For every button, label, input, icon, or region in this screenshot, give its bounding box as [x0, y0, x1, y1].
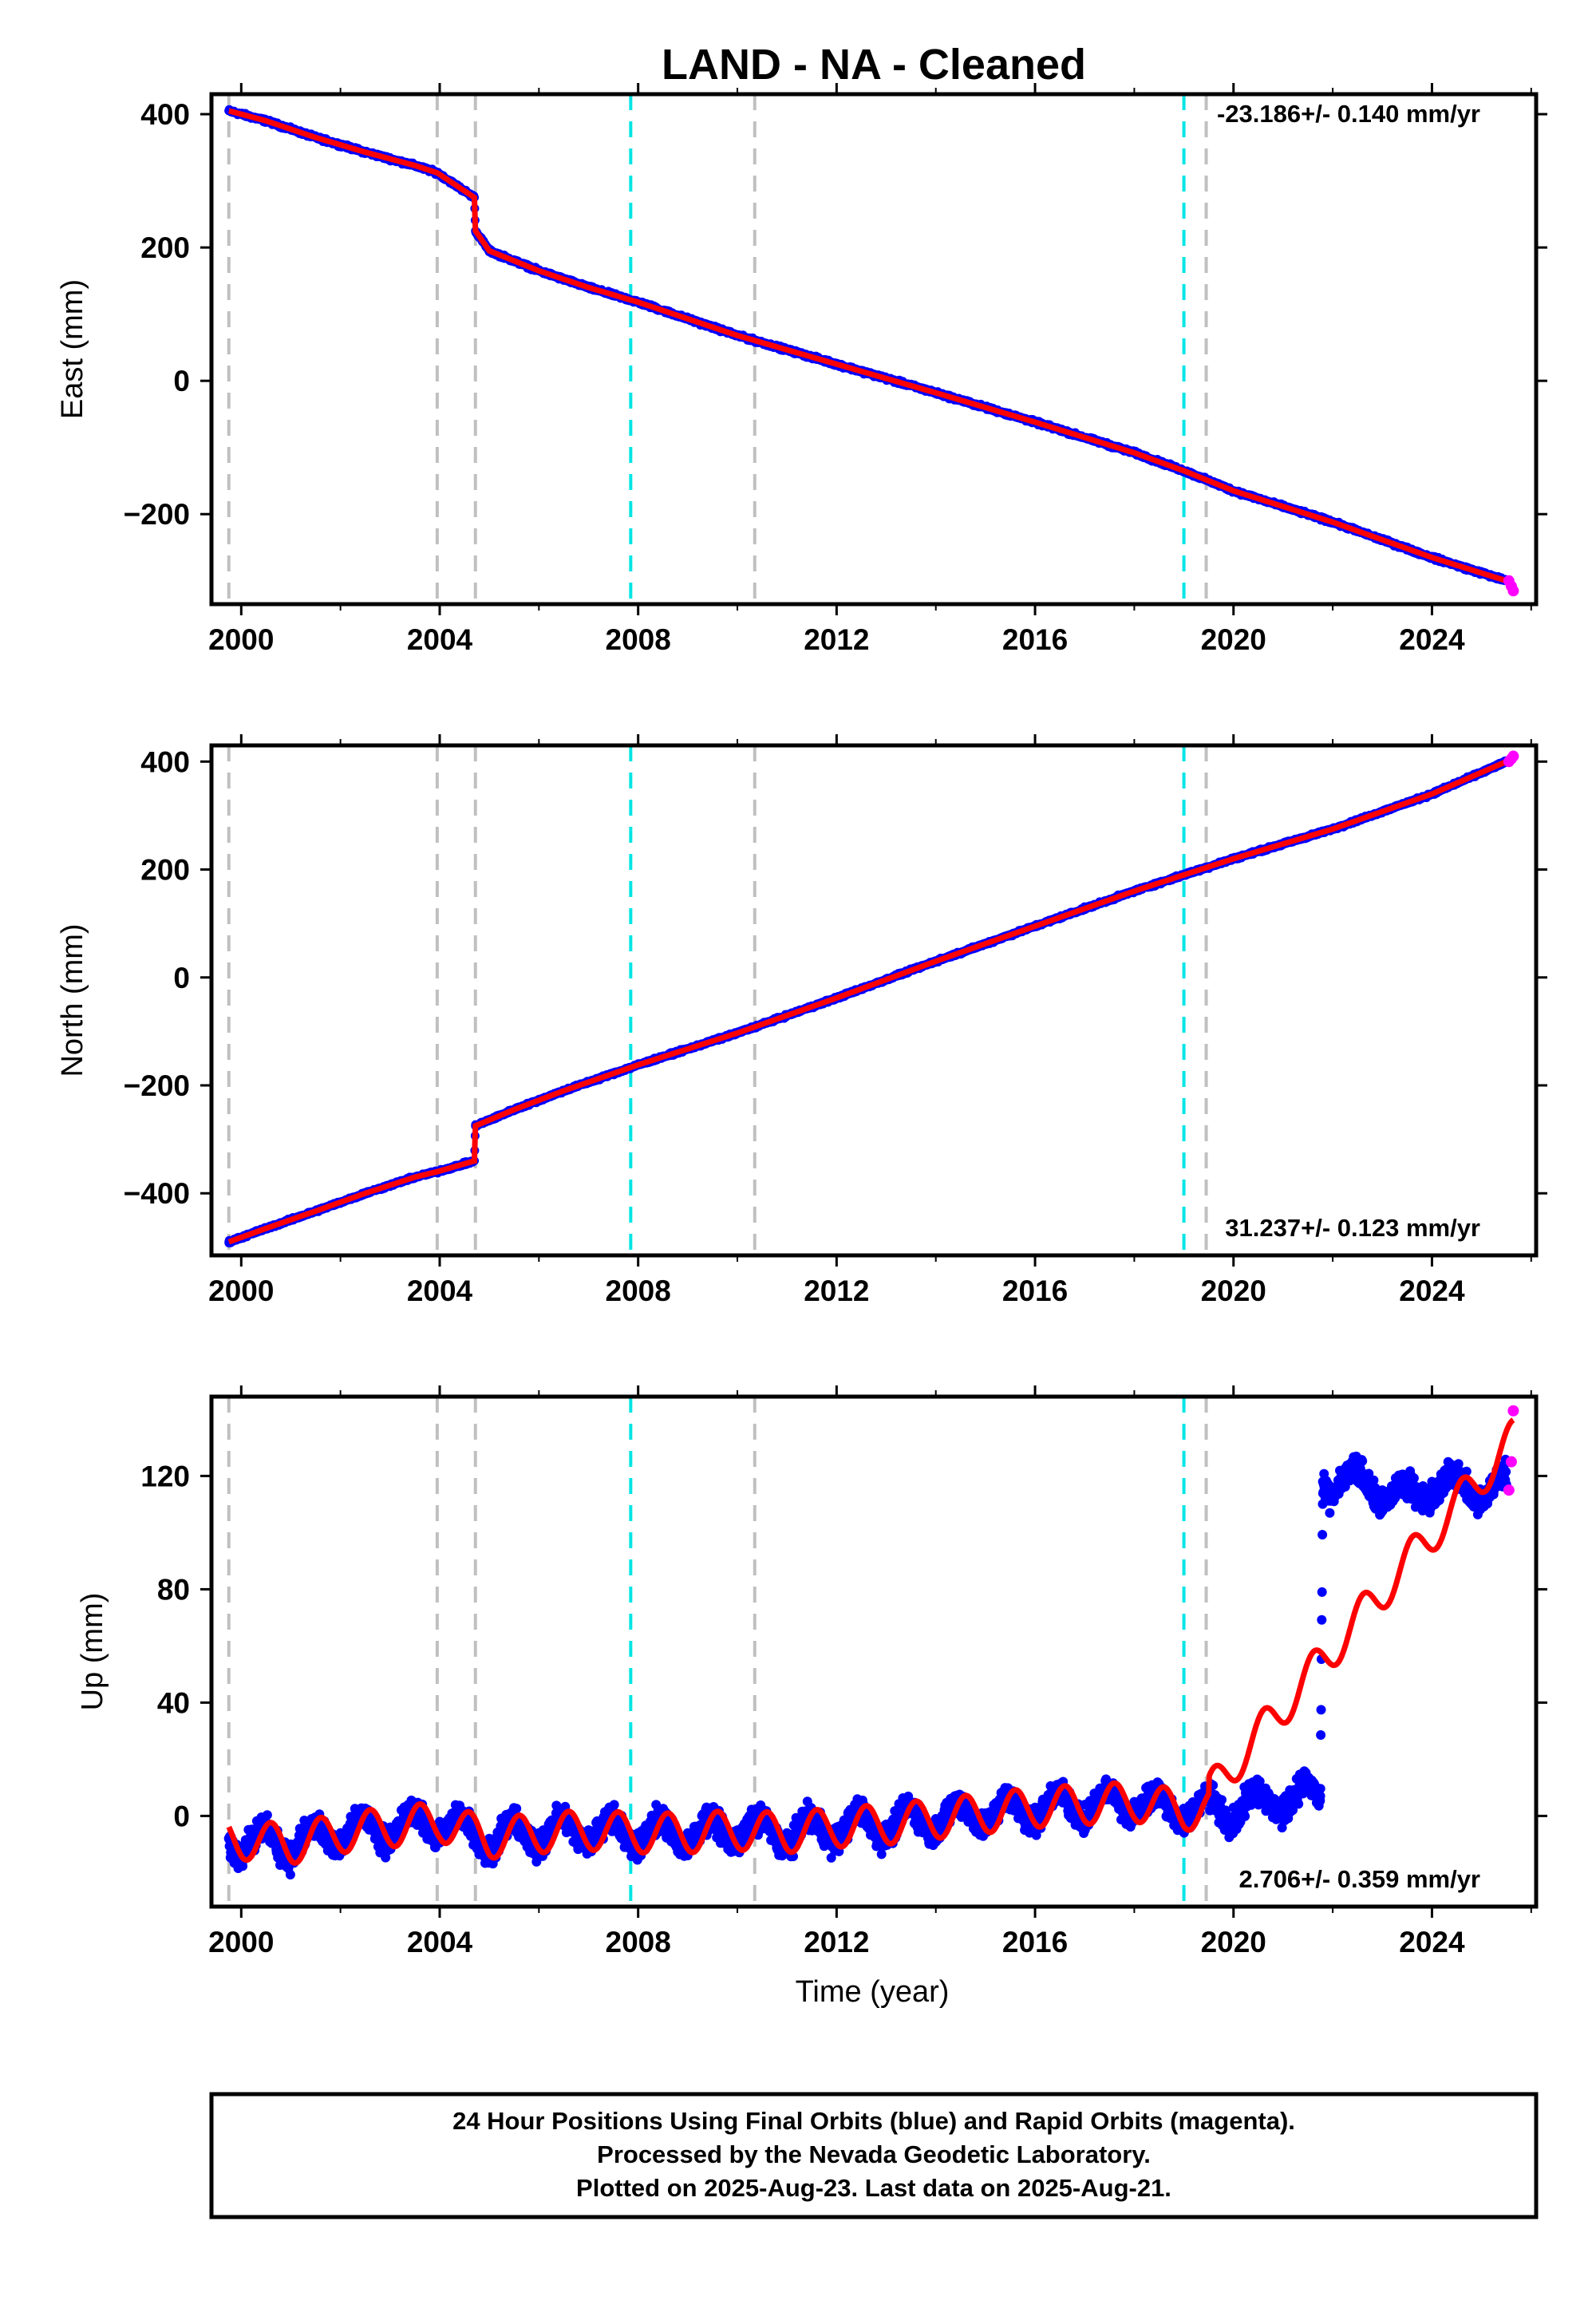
east-panel: 2000 2004 2008 2012 2016 2020 2024 −200 0 200 400 E… [56, 83, 1547, 656]
east-x-tick-label: 2008 [606, 623, 671, 656]
east-y-axis-label: East (mm) [56, 279, 89, 419]
east-rapid-point [1507, 585, 1519, 597]
east-rapid-orbits-series [1503, 575, 1519, 597]
east-final-orbits-series [224, 105, 1511, 586]
east-plot-area [224, 94, 1519, 604]
east-x-tick-label: 2000 [208, 623, 274, 656]
east-x-tick-label: 2020 [1201, 623, 1266, 656]
east-y-tick-label: −200 [124, 498, 190, 531]
north-plot-area [224, 745, 1519, 1255]
figure-title: LAND - NA - Cleaned [662, 41, 1086, 89]
north-panel: 2000 2004 2008 2012 2016 2020 2024−400−2000200… [56, 734, 1547, 1307]
east-y-tick-label: 400 [140, 98, 190, 131]
east-y-tick-label: 0 [173, 365, 190, 397]
east-x-tick-label: 2004 [407, 623, 473, 656]
east-rate-label: -23.186+/- 0.140 mm/yr [1217, 100, 1480, 128]
east-y-tick-label: 200 [140, 231, 190, 264]
east-x-tick-label: 2012 [804, 623, 869, 656]
east-x-tick-label: 2024 [1399, 623, 1465, 656]
east-model-fit-line [228, 108, 1514, 584]
east-x-tick-label: 2016 [1002, 623, 1068, 656]
